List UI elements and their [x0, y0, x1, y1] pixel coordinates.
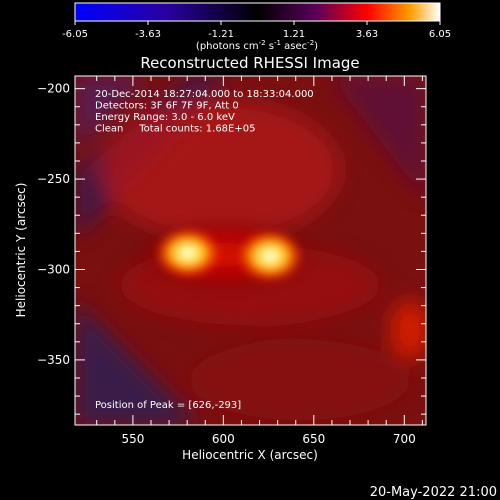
annotation-line: Detectors: 3F 6F 7F 9F, Att 0 [95, 101, 239, 112]
footer-timestamp: 20-May-2022 21:00 [370, 485, 497, 500]
x-tick-label: 550 [121, 432, 144, 446]
y-axis: −200 −250 −300 −350 [37, 82, 426, 415]
x-axis: 550 600 650 700 [96, 76, 423, 446]
colorbar-tick-label: 1.21 [283, 29, 305, 40]
x-axis-label: Heliocentric X (arcsec) [182, 448, 318, 462]
colorbar-unit-label: (photons cm-2 s-1 asec-2) [196, 39, 318, 52]
colorbar-tick-label: -6.05 [62, 29, 88, 40]
x-tick-label: 650 [302, 432, 325, 446]
peak-source-west [154, 227, 222, 279]
heatmap [75, 76, 426, 425]
annotation-block: 20-Dec-2014 18:27:04.000 to 18:33:04.000… [95, 89, 314, 135]
annotation-line: Energy Range: 3.0 - 6.0 keV [95, 112, 235, 123]
colorbar-tick-label: 3.63 [356, 29, 378, 40]
y-axis-label: Heliocentric Y (arcsec) [14, 183, 28, 318]
plot-frame [74, 75, 427, 426]
peak-position-label: Position of Peak = [626,-293] [95, 400, 241, 411]
y-tick-label: −350 [37, 353, 70, 367]
annotation-line: Clean Total counts: 1.68E+05 [95, 124, 255, 135]
chart-title: Reconstructed RHESSI Image [140, 54, 359, 72]
colorbar [74, 2, 441, 22]
x-tick-label: 700 [393, 432, 416, 446]
y-tick-label: −200 [37, 82, 70, 96]
y-tick-label: −250 [37, 172, 70, 186]
colorbar-tick-label: -3.63 [135, 29, 161, 40]
x-tick-label: 600 [212, 432, 235, 446]
annotation-line: 20-Dec-2014 18:27:04.000 to 18:33:04.000 [95, 89, 314, 100]
y-tick-label: −300 [37, 262, 70, 276]
peak-source-east [236, 229, 304, 283]
colorbar-tick-label: -1.21 [208, 29, 234, 40]
colorbar-tick-label: 6.05 [429, 29, 451, 40]
